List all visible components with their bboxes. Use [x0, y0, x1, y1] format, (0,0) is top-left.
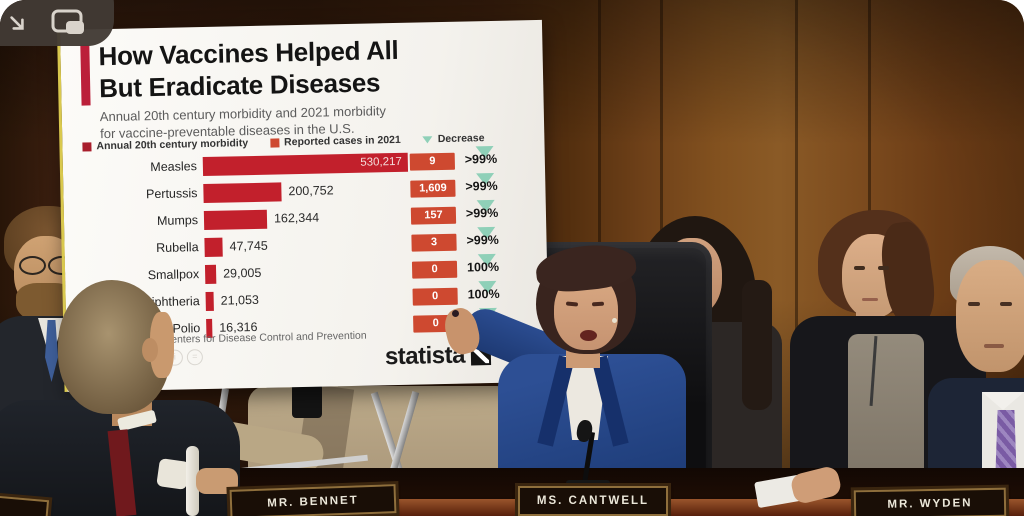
- resize-arrow-icon[interactable]: [2, 10, 32, 36]
- microphone-base: [566, 480, 610, 490]
- nameplate-partial: [0, 493, 50, 516]
- right-woman-eye: [854, 266, 865, 270]
- nameplate-bennet: MR. BENNET: [229, 484, 397, 516]
- cantwell-nail: [452, 310, 459, 317]
- right-woman-eye: [878, 266, 889, 270]
- wyden-mouth: [984, 344, 1004, 348]
- wyden-eye: [1000, 302, 1012, 306]
- cantwell-mouth: [580, 330, 597, 341]
- player-controls-pill: [0, 0, 114, 46]
- rolled-paper: [186, 446, 199, 516]
- wyden-eye: [968, 302, 980, 306]
- right-woman-top: [848, 334, 924, 480]
- nameplate-cantwell: MS. CANTWELL: [518, 486, 668, 516]
- easel-clamp: [292, 384, 322, 418]
- nameplate-wyden: MR. WYDEN: [853, 487, 1007, 516]
- wyden-face: [956, 260, 1024, 372]
- right-woman-mouth: [862, 298, 878, 301]
- earring: [612, 318, 617, 323]
- aide-left-tie: [45, 320, 58, 382]
- staffer-hair-strand: [742, 280, 772, 410]
- picture-in-picture-icon[interactable]: [50, 8, 88, 38]
- glasses-icon: [19, 256, 46, 275]
- bennet-ear: [142, 338, 158, 362]
- panel-seam: [795, 0, 798, 516]
